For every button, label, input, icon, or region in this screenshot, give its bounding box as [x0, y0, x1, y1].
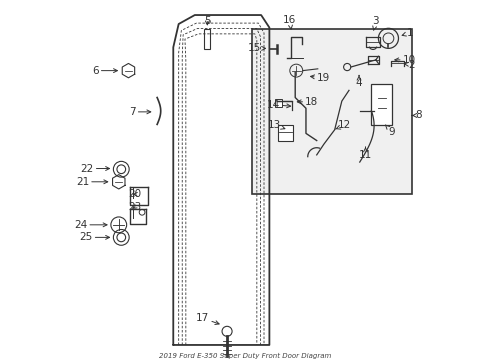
Text: 18: 18 — [297, 97, 318, 107]
Text: 20: 20 — [128, 189, 142, 199]
Text: 8: 8 — [416, 111, 422, 121]
Text: 13: 13 — [268, 120, 285, 130]
Text: 21: 21 — [76, 177, 108, 187]
Text: 2: 2 — [405, 59, 415, 69]
Text: 25: 25 — [79, 232, 110, 242]
Bar — [204, 30, 210, 49]
Text: 24: 24 — [74, 220, 107, 230]
Text: 17: 17 — [196, 313, 219, 324]
Text: 12: 12 — [336, 121, 351, 130]
Text: 4: 4 — [356, 75, 362, 88]
Text: 6: 6 — [92, 66, 118, 76]
FancyBboxPatch shape — [278, 126, 293, 141]
Text: 5: 5 — [204, 17, 211, 27]
Text: 14: 14 — [267, 100, 291, 110]
Text: 10: 10 — [395, 55, 416, 65]
Text: 16: 16 — [283, 15, 296, 29]
FancyBboxPatch shape — [371, 84, 392, 126]
Text: 19: 19 — [311, 73, 330, 83]
Text: 11: 11 — [359, 147, 372, 160]
Bar — [252, 30, 412, 194]
Text: 15: 15 — [248, 44, 266, 53]
Bar — [275, 99, 282, 107]
Text: 23: 23 — [128, 202, 142, 212]
Text: 22: 22 — [80, 163, 110, 174]
Text: 2019 Ford E-350 Super Duty Front Door Diagram: 2019 Ford E-350 Super Duty Front Door Di… — [159, 352, 331, 359]
Text: 9: 9 — [386, 125, 395, 136]
Text: 3: 3 — [372, 17, 379, 30]
Text: 7: 7 — [129, 107, 151, 117]
Text: 1: 1 — [402, 28, 413, 38]
